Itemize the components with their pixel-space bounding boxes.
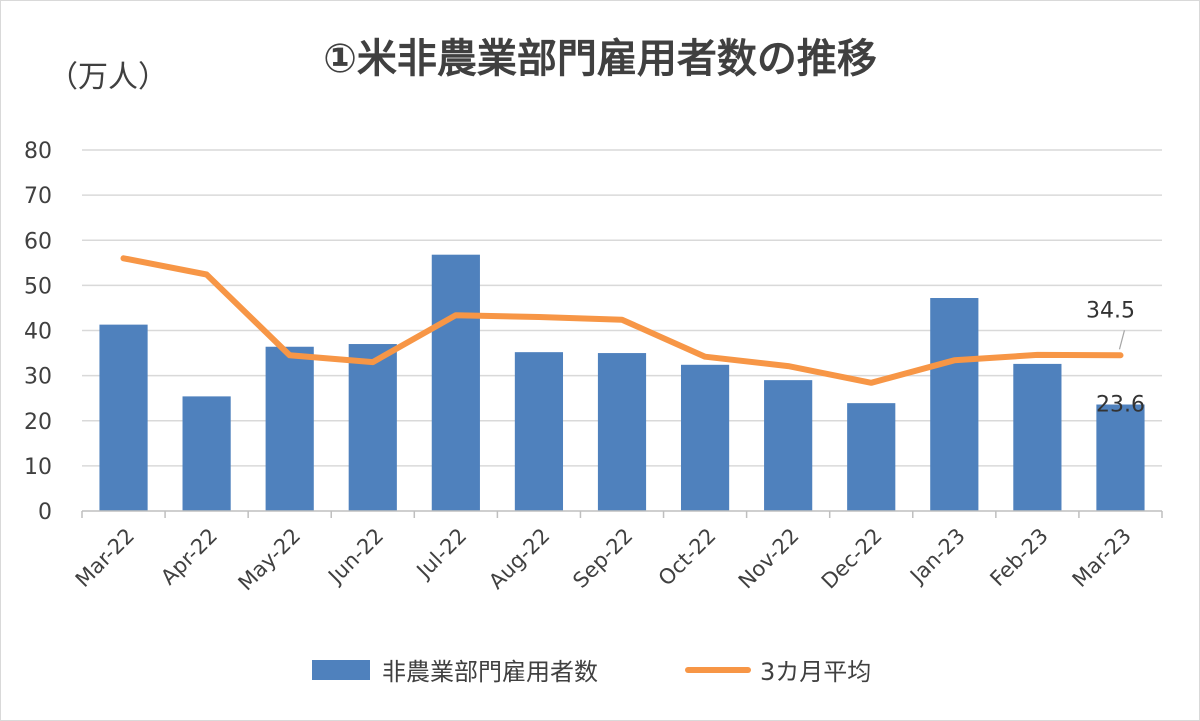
bar-6 [597, 353, 647, 511]
legend: 非農業部門雇用者数 3カ月平均 [312, 658, 871, 686]
line-series [120, 255, 1124, 386]
legend-label-bar: 非農業部門雇用者数 [382, 658, 598, 686]
bar-0 [99, 324, 148, 511]
line-point-0 [121, 255, 127, 261]
x-tick-label-11: Feb-23 [985, 524, 1053, 592]
y-tick-label-1: 10 [24, 455, 52, 480]
legend-swatch-bar [312, 660, 370, 680]
y-tick-label-4: 40 [24, 320, 52, 345]
y-tick-label-5: 50 [24, 274, 52, 299]
bar-9 [847, 403, 896, 511]
x-axis: Mar-22 Apr-22 May-22 Jun-22 Jul-22 Aug-22 Sep-… [71, 510, 1163, 596]
x-tick-label-1: Apr-22 [156, 524, 222, 590]
bar-5 [514, 352, 564, 511]
bar-1 [182, 396, 231, 511]
bar-4 [431, 254, 480, 511]
bar-10 [930, 298, 979, 511]
y-tick-label-2: 20 [24, 410, 52, 435]
line-point-5 [536, 314, 542, 320]
line-point-11 [1034, 352, 1040, 358]
line-point-6 [619, 317, 625, 323]
y-tick-label-7: 70 [24, 184, 52, 209]
legend-label-line: 3カ月平均 [760, 658, 871, 686]
x-tick-label-8: Nov-22 [734, 524, 804, 594]
data-label-leader-12 [1118, 330, 1126, 350]
line-point-3 [370, 359, 376, 365]
x-tick-label-6: Sep-22 [568, 524, 637, 593]
line-point-4 [453, 312, 459, 318]
bar-11 [1013, 363, 1062, 511]
x-tick-label-10: Jan-23 [904, 524, 970, 590]
chart-title: ①米非農業部門雇用者数の推移 [323, 36, 877, 82]
y-tick-label-8: 80 [24, 139, 52, 164]
x-tick-label-0: Mar-22 [71, 524, 139, 592]
line-point-7 [702, 354, 708, 360]
x-tick-label-2: May-22 [234, 524, 306, 596]
line-point-10 [951, 357, 957, 363]
y-tick-label-6: 60 [24, 229, 52, 254]
bar-12 [1096, 404, 1145, 511]
data-label-bar-12: 23.6 [1096, 393, 1145, 418]
gridlines [82, 149, 1162, 467]
bar-8 [764, 380, 813, 511]
y-axis-ticks: 0 10 20 30 40 50 60 70 80 [24, 139, 52, 525]
line-point-1 [204, 272, 210, 278]
x-tick-label-5: Aug-22 [484, 524, 554, 594]
y-tick-label-0: 0 [38, 500, 52, 525]
x-tick-label-9: Dec-22 [817, 524, 887, 594]
data-label-line-12: 34.5 [1086, 298, 1135, 323]
bar-3 [348, 344, 397, 511]
y-axis-unit-label: （万人） [48, 60, 168, 95]
line-point-2 [287, 352, 293, 358]
line-point-9 [868, 380, 874, 386]
x-tick-label-12: Mar-23 [1068, 524, 1136, 592]
line-point-12 [1117, 352, 1123, 358]
data-labels: 23.6 34.5 [1086, 298, 1145, 417]
x-tick-label-7: Oct-22 [654, 524, 721, 591]
x-tick-label-4: Jul-22 [411, 524, 472, 585]
y-tick-label-3: 30 [24, 365, 52, 390]
bar-series [99, 254, 1145, 511]
bar-7 [680, 364, 730, 511]
x-tick-label-3: Jun-22 [322, 524, 388, 590]
line-point-8 [785, 363, 791, 369]
bar-2 [265, 346, 314, 511]
